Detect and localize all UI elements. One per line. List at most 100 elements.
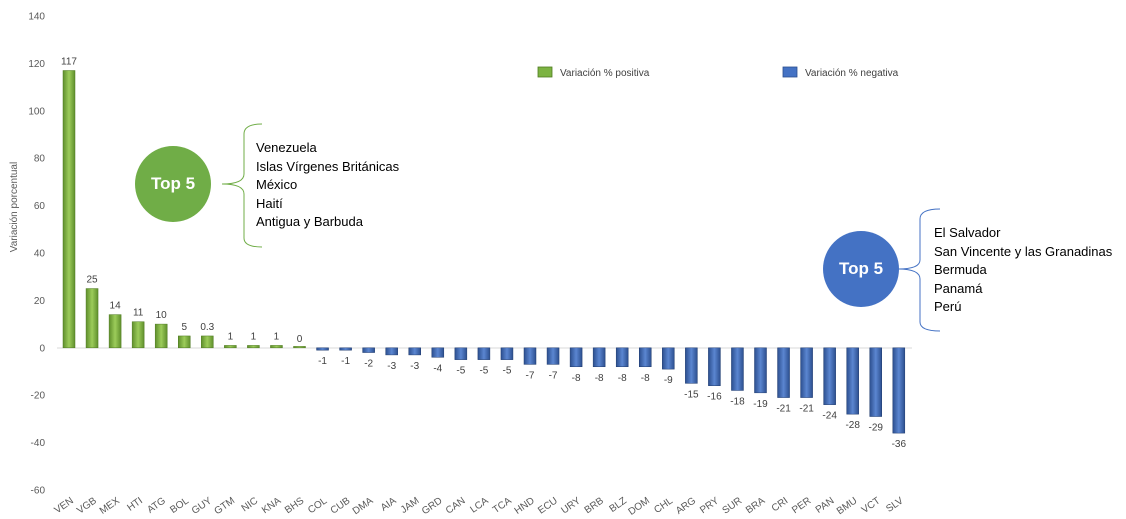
bar [108, 314, 122, 349]
x-tick-label: TCA [491, 495, 514, 516]
data-label: 1 [251, 331, 257, 342]
bar [639, 347, 652, 368]
x-tick-label: JAM [399, 495, 422, 515]
bar [62, 70, 76, 349]
bar [247, 345, 260, 349]
legend-item-negative: Variación % negativa [782, 66, 899, 79]
data-label: -21 [776, 404, 791, 415]
list-item: Venezuela [256, 140, 317, 155]
y-tick-label: -60 [31, 486, 46, 497]
list-item: México [256, 177, 298, 192]
list-item: Bermuda [934, 262, 987, 277]
x-tick-label: BOL [168, 495, 191, 516]
x-tick-label: DMA [351, 495, 376, 517]
top-negative-badge: Top 5 [823, 231, 899, 307]
data-label: -8 [641, 373, 650, 384]
data-label: -1 [341, 356, 350, 367]
data-label: 0.3 [200, 322, 214, 333]
bar [454, 347, 468, 360]
top-positive-list: Venezuela Islas Vírgenes Británicas Méxi… [256, 139, 399, 232]
x-tick-label: SLV [884, 495, 905, 515]
data-label: -8 [595, 373, 604, 384]
list-item: Antigua y Barbuda [256, 214, 363, 229]
bar [270, 345, 283, 349]
x-tick-label: GRD [420, 495, 445, 517]
x-tick-label: CUB [329, 495, 353, 516]
bar [846, 347, 859, 415]
x-tick-label: BHS [283, 495, 306, 516]
bar [615, 347, 629, 368]
data-label: -7 [526, 370, 535, 381]
x-tick-label: VGB [75, 495, 99, 516]
bar [201, 335, 214, 349]
x-tick-label: PAN [814, 495, 837, 515]
x-tick-label: CHL [652, 495, 675, 516]
bar [800, 347, 813, 398]
data-label: -19 [753, 399, 768, 410]
x-tick-label: HTI [125, 495, 145, 513]
y-tick-label: 60 [34, 201, 46, 212]
bar [339, 347, 352, 351]
x-tick-label: CAN [444, 495, 468, 516]
x-tick-label: URY [559, 495, 583, 516]
list-item: El Salvador [934, 225, 1001, 240]
legend-swatch-positive [537, 66, 553, 78]
x-tick-label: COL [306, 495, 330, 516]
x-tick-label: AIA [379, 495, 399, 513]
bar [892, 347, 906, 434]
legend-label-negative: Variación % negativa [805, 68, 899, 79]
data-label: 1 [228, 331, 234, 342]
data-label: -21 [799, 404, 814, 415]
bar [477, 347, 491, 360]
y-tick-label: 140 [28, 12, 45, 23]
bar [569, 347, 583, 368]
data-label: -2 [364, 359, 373, 370]
legend: Variación % positiva Variación % negativ… [537, 66, 899, 79]
bar [408, 347, 421, 356]
top-negative-badge-label: Top 5 [838, 259, 884, 278]
x-tick-label: DOM [627, 495, 652, 517]
list-item: Perú [934, 299, 962, 314]
data-label: -8 [618, 373, 627, 384]
bar [85, 288, 99, 349]
bar [731, 347, 744, 391]
bar [754, 347, 767, 394]
bar [777, 347, 790, 398]
list-item: San Vincente y las Granadinas [934, 243, 1113, 259]
data-label: -3 [387, 361, 396, 372]
data-label: 14 [110, 301, 122, 312]
data-label: -9 [664, 375, 673, 386]
y-tick-label: 40 [34, 249, 46, 260]
data-label: -4 [433, 363, 442, 374]
data-label: 1 [274, 331, 280, 342]
data-label: -24 [822, 411, 837, 422]
legend-label-positive: Variación % positiva [560, 68, 650, 79]
x-tick-label: LCA [468, 495, 491, 515]
data-label: -5 [456, 366, 465, 377]
list-item: Haití [256, 195, 283, 211]
x-tick-label: ARG [674, 495, 698, 517]
x-tick-label: GUY [190, 495, 214, 517]
x-tick-label: ECU [536, 495, 560, 516]
legend-swatch-negative [782, 66, 798, 78]
data-label: -5 [502, 366, 511, 377]
bar [823, 347, 836, 405]
bar [662, 347, 675, 370]
bar [546, 347, 560, 365]
data-label: -7 [549, 370, 558, 381]
bar [385, 347, 398, 356]
data-label: -8 [572, 373, 581, 384]
bar [131, 321, 145, 349]
x-tick-label: BLZ [608, 495, 629, 515]
data-label: -1 [318, 356, 327, 367]
y-tick-label: -20 [31, 391, 46, 402]
bar [154, 323, 168, 349]
y-tick-label: 100 [28, 106, 45, 117]
y-axis-ticks: -60 -40 -20 0 20 40 60 80 100 120 140 [28, 12, 45, 497]
list-item: Panamá [934, 280, 983, 296]
data-label: -15 [684, 389, 699, 400]
data-label: 10 [156, 310, 168, 321]
